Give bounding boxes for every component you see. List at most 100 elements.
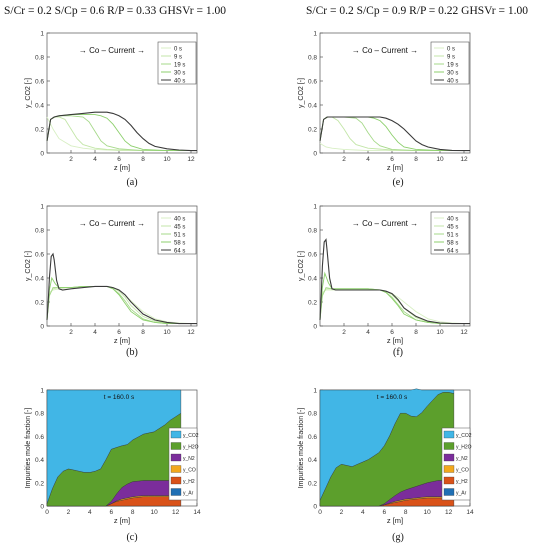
x-axis-label: z [m] [114, 516, 130, 525]
y-tick-label: 0.6 [308, 434, 317, 441]
y-axis-label: Impurities mole fraction [-] [25, 408, 32, 489]
legend: y_CO2 y_H2O y_N2 y_CO y_H2 y_Ar [441, 427, 472, 501]
y-tick-label: 0.6 [35, 252, 44, 259]
x-tick-label: 4 [366, 329, 370, 336]
legend-label: y_H2O [183, 445, 199, 451]
y-tick-label: 0 [313, 324, 317, 331]
x-tick-label: 6 [117, 156, 121, 163]
y-tick-label: 0.8 [35, 411, 44, 418]
y-tick-label: 1 [313, 388, 317, 395]
legend-label: 30 s [447, 71, 458, 77]
x-tick-label: 2 [340, 509, 344, 516]
x-tick-label: 12 [172, 509, 180, 516]
legend-label: 30 s [174, 71, 185, 77]
y-tick-label: 0.2 [308, 480, 317, 487]
y-tick-label: 0 [40, 151, 44, 158]
x-tick-label: 10 [151, 509, 159, 516]
legend-label: 0 s [174, 47, 182, 53]
legend-label: 40 s [447, 217, 458, 223]
chart-1: 00.20.40.60.812 4 6 8 10 12z [m]y_CO2 [-]→ Co… [25, 31, 198, 188]
legend-swatch [443, 442, 455, 450]
legend-label: y_H2 [183, 479, 195, 485]
x-tick-label: 0 [45, 509, 49, 516]
y-axis-label: Impurities mole fraction [-] [298, 408, 305, 489]
x-tick-label: 12 [460, 329, 468, 336]
y-tick-label: 0.4 [308, 103, 317, 110]
panel-label: (e) [392, 177, 403, 188]
series-line [46, 252, 197, 325]
y-tick-label: 0.8 [308, 411, 317, 418]
legend-swatch [443, 430, 455, 439]
x-tick-label: 6 [390, 156, 394, 163]
x-tick-label: 10 [163, 156, 171, 163]
y-tick-label: 0.4 [35, 276, 44, 283]
legend-label: y_H2O [456, 445, 472, 451]
legend-label: 51 s [447, 233, 458, 239]
chart-3: 00.20.40.60.812 4 6 8 10 12z [m]y_CO2 [-]→ Co… [25, 204, 198, 358]
legend-box [430, 41, 470, 85]
y-tick-label: 1 [313, 204, 317, 211]
legend-label: y_CO2 [456, 433, 472, 439]
x-tick-label: 10 [436, 156, 444, 163]
legend-swatch [443, 453, 455, 462]
legend-label: 64 s [447, 249, 458, 255]
x-tick-label: 8 [141, 329, 145, 336]
y-tick-label: 0.6 [35, 79, 44, 86]
x-tick-label: 4 [361, 509, 365, 516]
legend-label: 40 s [174, 79, 185, 85]
legend-label: 51 s [174, 233, 185, 239]
x-tick-label: 2 [69, 329, 73, 336]
x-axis-label: z [m] [387, 516, 403, 525]
x-tick-label: 2 [342, 329, 346, 336]
legend-label: 0 s [447, 47, 455, 53]
header-right: S/Cr = 0.2 S/Cp = 0.9 R/P = 0.22 GHSVr =… [306, 5, 528, 17]
x-tick-label: 4 [93, 156, 97, 163]
y-axis-label: y_CO2 [-] [298, 251, 305, 281]
annotation-text: t = 160.0 s [377, 394, 408, 401]
x-tick-label: 12 [187, 156, 195, 163]
x-tick-label: 6 [390, 329, 394, 336]
x-tick-label: 2 [69, 156, 73, 163]
y-tick-label: 0.6 [308, 79, 317, 86]
x-tick-label: 14 [466, 509, 474, 516]
legend-label: y_Ar [456, 491, 467, 497]
series-line [319, 238, 470, 325]
series-line [46, 111, 197, 152]
x-axis-label: z [m] [387, 336, 403, 345]
legend-label: 58 s [174, 241, 185, 247]
x-axis-label: z [m] [114, 163, 130, 172]
y-tick-label: 0.4 [308, 276, 317, 283]
legend: y_CO2 y_H2O y_N2 y_CO y_H2 y_Ar [168, 427, 199, 501]
annotation-text: → Co – Current → [352, 219, 418, 228]
series-line [319, 271, 470, 325]
x-tick-label: 0 [318, 509, 322, 516]
chart-5: 00.20.40.60.810 2 4 6 8 10 12 14z [m]Impurities… [25, 388, 201, 544]
legend-label: y_CO [183, 468, 196, 474]
legend-label: 45 s [447, 225, 458, 231]
legend: 0 s 9 s 19 s 30 s 40 s [157, 41, 197, 85]
annotation-text: → Co – Current → [352, 46, 418, 55]
y-tick-label: 0.4 [35, 103, 44, 110]
x-axis-label: z [m] [387, 163, 403, 172]
x-tick-label: 8 [404, 509, 408, 516]
legend-label: 45 s [174, 225, 185, 231]
x-tick-label: 6 [117, 329, 121, 336]
x-tick-label: 12 [187, 329, 195, 336]
y-tick-label: 0.8 [308, 55, 317, 62]
panel-label: (c) [126, 532, 137, 543]
y-tick-label: 0.4 [308, 457, 317, 464]
x-tick-label: 2 [342, 156, 346, 163]
annotation-text: t = 160.0 s [104, 394, 135, 401]
x-tick-label: 8 [414, 156, 418, 163]
x-tick-label: 8 [414, 329, 418, 336]
x-tick-label: 6 [382, 509, 386, 516]
legend-swatch [170, 453, 182, 462]
x-tick-label: 12 [445, 509, 453, 516]
y-axis-label: y_CO2 [-] [25, 78, 32, 108]
annotation-text: → Co – Current → [79, 46, 145, 55]
legend-box [168, 427, 198, 501]
y-tick-label: 0 [40, 504, 44, 511]
panel-label: (b) [126, 347, 138, 358]
x-tick-label: 10 [163, 329, 171, 336]
